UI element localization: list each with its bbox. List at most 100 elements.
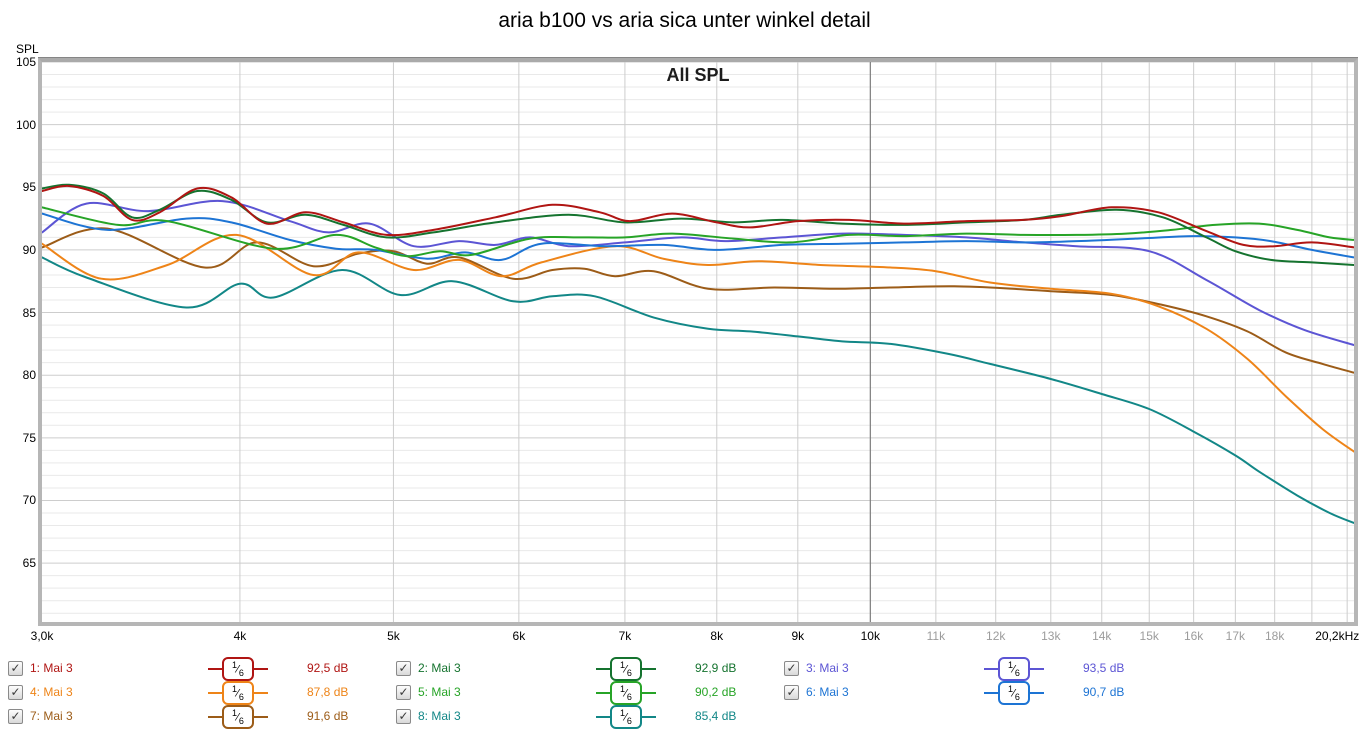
legend-item-1: ✓ 1: Mai 3 1⁄6 92,5 dB [8, 656, 380, 682]
legend-label-6: 6: Mai 3 [806, 685, 849, 699]
legend-label-4: 4: Mai 3 [30, 685, 73, 699]
x-tick-label: 5k [387, 629, 400, 643]
smoothing-line-right [641, 692, 656, 694]
spl-curve-3 [42, 199, 1354, 347]
smoothing-badge-3: 1⁄6 [984, 656, 1044, 682]
y-tick-label: 75 [22, 430, 36, 445]
smoothing-fraction: 1⁄6 [610, 656, 642, 682]
smoothing-line-right [1029, 692, 1044, 694]
legend-db-value-3: 93,5 dB [1083, 661, 1125, 675]
legend-checkbox-8[interactable]: ✓ [396, 709, 411, 724]
y-tick-label: 95 [22, 180, 36, 195]
x-axis-tick-labels: 3,0k 4k 5k 6k 7k 8k 9k 10k 11k 12k 13k 14k 15k 16k 17k… [0, 629, 1369, 645]
legend-item-6: ✓ 6: Mai 3 1⁄6 90,7 dB [784, 680, 1156, 706]
smoothing-badge-6: 1⁄6 [984, 680, 1044, 706]
smoothing-line-right [253, 668, 268, 670]
x-tick-label: 9k [791, 629, 805, 643]
legend-checkbox-6[interactable]: ✓ [784, 685, 799, 700]
y-tick-label: 80 [22, 368, 36, 383]
x-tick-label: 10k [860, 629, 880, 643]
smoothing-line-left [984, 692, 998, 694]
spl-curve-6 [42, 212, 1354, 262]
x-tick-label: 17k [1225, 629, 1246, 643]
legend-db-value-8: 85,4 dB [695, 709, 737, 723]
x-tick-label: 18k [1264, 629, 1285, 643]
spl-curve-8 [42, 256, 1354, 524]
y-axis-tick-labels: 105 100 95 90 85 80 75 70 65 [0, 0, 36, 732]
legend-db-value-1: 92,5 dB [307, 661, 349, 675]
spl-curve-1 [42, 184, 1354, 249]
y-tick-label: 90 [22, 242, 36, 257]
legend-label-3: 3: Mai 3 [806, 661, 849, 675]
legend-item-4: ✓ 4: Mai 3 1⁄6 87,8 dB [8, 680, 380, 706]
x-tick-label: 3,0k [30, 629, 54, 643]
smoothing-badge-4: 1⁄6 [208, 680, 268, 706]
legend-checkbox-5[interactable]: ✓ [396, 685, 411, 700]
smoothing-badge-5: 1⁄6 [596, 680, 656, 706]
smoothing-fraction: 1⁄6 [222, 656, 254, 682]
smoothing-line-right [253, 716, 268, 718]
legend-label-1: 1: Mai 3 [30, 661, 73, 675]
y-tick-label: 65 [22, 556, 36, 571]
gridlines [42, 62, 1354, 622]
spl-plot-panel[interactable]: All SPL [38, 58, 1358, 626]
smoothing-badge-2: 1⁄6 [596, 656, 656, 682]
smoothing-line-right [1029, 668, 1044, 670]
legend-item-5: ✓ 5: Mai 3 1⁄6 90,2 dB [396, 680, 768, 706]
x-tick-label: 7k [618, 629, 632, 643]
smoothing-fraction: 1⁄6 [610, 704, 642, 730]
smoothing-line-right [253, 692, 268, 694]
spl-plot-canvas[interactable] [42, 62, 1354, 622]
chart-title: aria b100 vs aria sica unter winkel deta… [498, 9, 871, 32]
smoothing-badge-7: 1⁄6 [208, 704, 268, 730]
smoothing-line-left [596, 692, 610, 694]
legend-label-2: 2: Mai 3 [418, 661, 461, 675]
legend-db-value-5: 90,2 dB [695, 685, 737, 699]
y-tick-label: 105 [15, 55, 36, 69]
y-tick-label: 100 [15, 117, 36, 132]
legend-label-8: 8: Mai 3 [418, 709, 461, 723]
legend-checkbox-4[interactable]: ✓ [8, 685, 23, 700]
smoothing-line-right [641, 716, 656, 718]
spl-axis-title: SPL [16, 42, 39, 56]
smoothing-line-left [208, 668, 222, 670]
smoothing-fraction: 1⁄6 [222, 704, 254, 730]
legend-checkbox-3[interactable]: ✓ [784, 661, 799, 676]
legend-db-value-7: 91,6 dB [307, 709, 349, 723]
x-tick-label: 4k [233, 629, 247, 643]
x-tick-label: 13k [1041, 629, 1061, 643]
legend-db-value-2: 92,9 dB [695, 661, 737, 675]
legend-label-7: 7: Mai 3 [30, 709, 73, 723]
smoothing-line-left [596, 668, 610, 670]
spl-curve-4 [42, 233, 1354, 453]
x-tick-label: 20,2kHz [1315, 629, 1360, 643]
smoothing-line-left [208, 692, 222, 694]
legend-item-8: ✓ 8: Mai 3 1⁄6 85,4 dB [396, 704, 768, 730]
x-tick-label: 12k [986, 629, 1006, 643]
x-tick-label: 14k [1092, 629, 1112, 643]
y-tick-label: 70 [22, 493, 36, 508]
x-tick-label: 6k [512, 629, 526, 643]
measurement-legend: ✓ 1: Mai 3 1⁄6 92,5 dB ✓ 4: Mai 3 1⁄6 87,8 dB ✓ 7… [0, 656, 1369, 732]
smoothing-fraction: 1⁄6 [222, 680, 254, 706]
spl-curve-7 [42, 227, 1354, 374]
legend-db-value-4: 87,8 dB [307, 685, 349, 699]
x-tick-label: 16k [1183, 629, 1204, 643]
legend-item-3: ✓ 3: Mai 3 1⁄6 93,5 dB [784, 656, 1156, 682]
x-tick-label: 11k [926, 629, 946, 643]
smoothing-line-right [641, 668, 656, 670]
spl-curves [42, 183, 1354, 524]
legend-checkbox-7[interactable]: ✓ [8, 709, 23, 724]
smoothing-fraction: 1⁄6 [610, 680, 642, 706]
legend-item-7: ✓ 7: Mai 3 1⁄6 91,6 dB [8, 704, 380, 730]
smoothing-line-left [596, 716, 610, 718]
x-tick-label: 8k [710, 629, 724, 643]
legend-checkbox-2[interactable]: ✓ [396, 661, 411, 676]
y-tick-label: 85 [22, 305, 36, 320]
spl-curve-2 [42, 183, 1354, 266]
smoothing-fraction: 1⁄6 [998, 656, 1030, 682]
legend-checkbox-1[interactable]: ✓ [8, 661, 23, 676]
legend-label-5: 5: Mai 3 [418, 685, 461, 699]
smoothing-badge-8: 1⁄6 [596, 704, 656, 730]
